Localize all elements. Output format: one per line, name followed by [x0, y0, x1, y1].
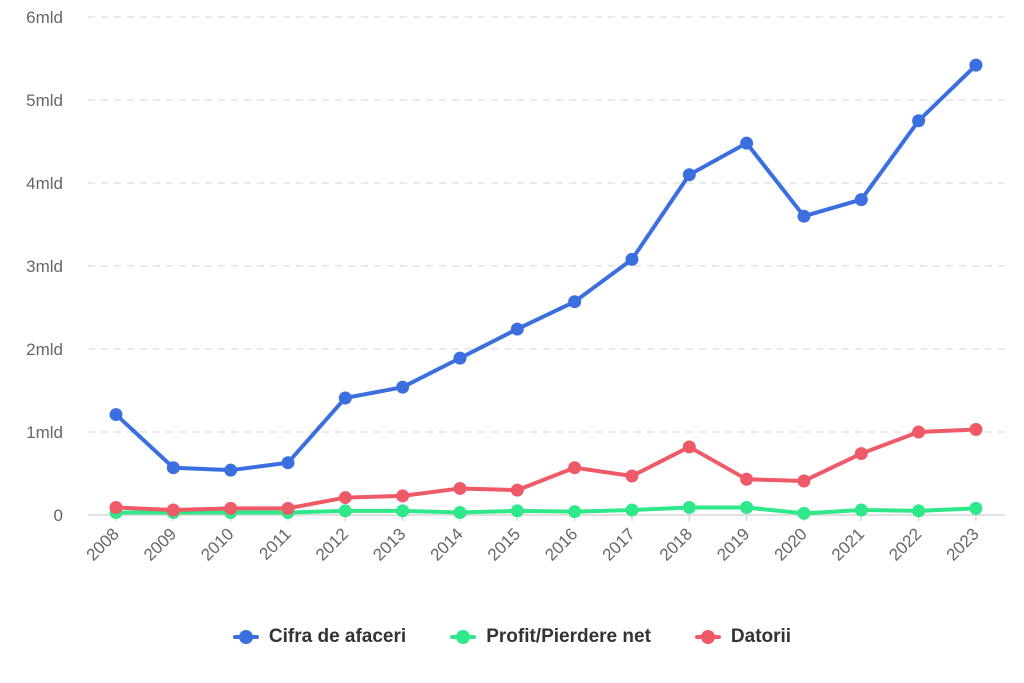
data-point[interactable] [568, 461, 582, 475]
data-point[interactable] [510, 504, 524, 518]
data-point[interactable] [912, 425, 926, 439]
data-point[interactable] [396, 489, 410, 503]
data-point[interactable] [338, 504, 352, 518]
data-point[interactable] [224, 463, 238, 477]
series-1 [109, 501, 983, 520]
data-point[interactable] [453, 481, 467, 495]
x-tick-label: 2015 [484, 524, 524, 564]
y-tick-label: 4mld [26, 174, 63, 193]
y-axis-ticks: 0 1mld 2mld 3mld 4mld 5mld 6mld [26, 8, 63, 525]
legend-marker-series-1 [450, 630, 477, 644]
series-0 [109, 58, 983, 477]
data-point[interactable] [453, 506, 467, 520]
legend-marker-series-0 [232, 630, 259, 644]
data-point[interactable] [338, 491, 352, 505]
data-point[interactable] [740, 501, 754, 515]
y-tick-label: 3mld [26, 257, 63, 276]
data-point[interactable] [969, 58, 983, 72]
y-tick-label: 2mld [26, 340, 63, 359]
data-point[interactable] [740, 472, 754, 486]
x-tick-label: 2016 [541, 524, 581, 564]
y-tick-label: 0 [54, 506, 63, 525]
series-line [114, 505, 978, 516]
legend-label: Cifra de afaceri [268, 626, 407, 647]
legend-item-series-2[interactable]: Datorii [694, 626, 792, 648]
data-point[interactable] [912, 504, 926, 518]
data-point[interactable] [797, 506, 811, 520]
x-tick-label: 2009 [140, 524, 180, 564]
data-point[interactable] [510, 483, 524, 497]
data-point[interactable] [396, 504, 410, 518]
legend-label: Datorii [730, 626, 792, 647]
x-tick-label: 2017 [599, 524, 639, 564]
x-tick-label: 2021 [828, 524, 868, 564]
data-point[interactable] [854, 447, 868, 461]
legend-item-series-1[interactable]: Profit/Pierdere net [450, 626, 651, 648]
data-point[interactable] [281, 501, 295, 515]
x-tick-label: 2008 [83, 524, 123, 564]
data-point[interactable] [568, 505, 582, 519]
data-point[interactable] [166, 503, 180, 517]
data-point[interactable] [166, 461, 180, 475]
data-point[interactable] [453, 351, 467, 365]
data-point[interactable] [625, 469, 639, 483]
x-tick-label: 2014 [427, 524, 467, 564]
x-tick-label: 2020 [771, 524, 811, 564]
data-point[interactable] [625, 503, 639, 517]
data-point[interactable] [797, 209, 811, 223]
data-point[interactable] [109, 408, 123, 422]
data-point[interactable] [568, 295, 582, 309]
data-point[interactable] [224, 501, 238, 515]
legend-item-series-0[interactable]: Cifra de afaceri [232, 626, 407, 648]
y-tick-label: 5mld [26, 91, 63, 110]
data-point[interactable] [854, 503, 868, 517]
data-point[interactable] [740, 136, 754, 150]
x-tick-label: 2013 [369, 524, 409, 564]
data-point[interactable] [625, 252, 639, 266]
x-tick-label: 2022 [885, 524, 925, 564]
data-point[interactable] [682, 501, 696, 515]
data-point[interactable] [682, 440, 696, 454]
series-lines [109, 58, 983, 520]
data-point[interactable] [912, 114, 926, 128]
legend-label: Profit/Pierdere net [486, 626, 651, 647]
data-point[interactable] [682, 168, 696, 182]
series-2 [109, 423, 983, 517]
x-axis-ticks: 2008 2009 2010 2011 2012 2013 2014 2015 2016 2017… [83, 515, 983, 565]
x-tick-label: 2011 [256, 524, 295, 563]
data-point[interactable] [969, 423, 983, 437]
data-point[interactable] [281, 456, 295, 470]
y-tick-label: 1mld [26, 423, 63, 442]
legend: Cifra de afaceri Profit/Pierdere net Dat… [0, 622, 1024, 652]
data-point[interactable] [854, 193, 868, 207]
x-tick-label: 2010 [197, 524, 237, 564]
y-tick-label: 6mld [26, 8, 63, 27]
data-point[interactable] [797, 474, 811, 488]
grid-lines [88, 16, 1005, 516]
data-point[interactable] [969, 501, 983, 515]
legend-marker-series-2 [694, 630, 721, 644]
x-tick-label: 2018 [656, 524, 696, 564]
data-point[interactable] [338, 391, 352, 405]
data-point[interactable] [109, 501, 123, 515]
series-line [114, 63, 978, 473]
series-line [114, 427, 978, 513]
data-point[interactable] [396, 380, 410, 394]
data-point[interactable] [510, 322, 524, 336]
x-tick-label: 2019 [713, 524, 753, 564]
x-tick-label: 2023 [943, 524, 983, 564]
x-tick-label: 2012 [312, 524, 352, 564]
